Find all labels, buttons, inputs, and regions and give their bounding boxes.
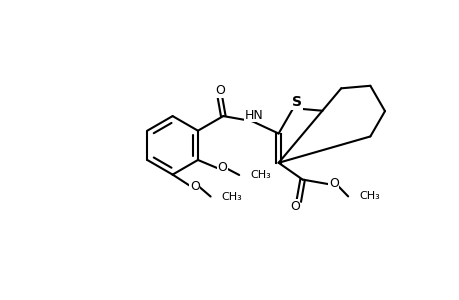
Text: HN: HN	[245, 109, 263, 122]
Text: CH₃: CH₃	[358, 191, 379, 201]
Text: O: O	[289, 200, 299, 213]
Text: CH₃: CH₃	[221, 191, 241, 202]
Text: CH₃: CH₃	[249, 170, 270, 180]
Text: O: O	[190, 180, 199, 193]
Text: O: O	[328, 177, 338, 190]
Text: O: O	[217, 161, 227, 174]
Text: O: O	[214, 84, 224, 97]
Text: S: S	[291, 95, 302, 109]
